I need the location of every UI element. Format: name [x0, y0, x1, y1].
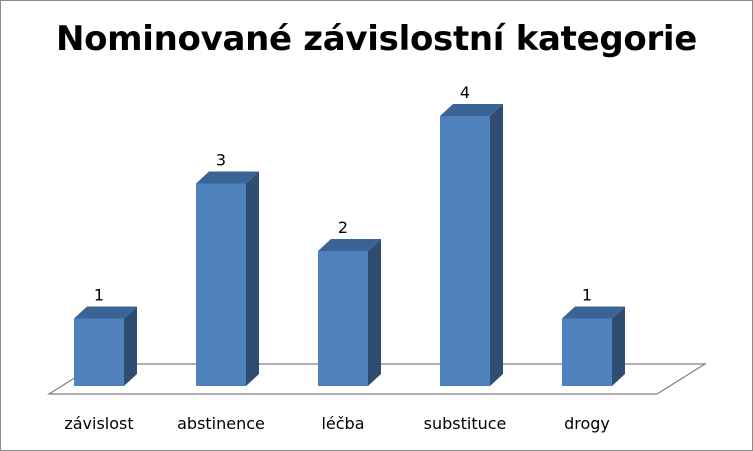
- bar-front: [318, 251, 368, 386]
- bar-top: [318, 239, 381, 251]
- tick-label-substituce: substituce: [424, 414, 507, 433]
- bar-substituce: [440, 104, 503, 386]
- bar-side: [124, 306, 137, 386]
- bar-abstinence: [196, 171, 259, 386]
- data-label-substituce: 4: [460, 83, 470, 102]
- bar-top: [562, 306, 625, 319]
- bar-top: [440, 104, 503, 116]
- bar-side: [612, 306, 625, 386]
- tick-label-abstinence: abstinence: [177, 414, 265, 433]
- tick-label-léčba: léčba: [321, 414, 364, 433]
- bar-side: [490, 104, 503, 386]
- bars-layer: [74, 104, 625, 386]
- bar-front: [440, 116, 490, 386]
- data-label-závislost: 1: [94, 286, 104, 305]
- category-axis: závislost abstinence léčba substituce drogy: [64, 414, 610, 433]
- bar-side: [246, 171, 259, 386]
- data-label-drogy: 1: [582, 286, 592, 305]
- bar-front: [562, 318, 612, 386]
- bar-front: [74, 318, 124, 386]
- data-label-abstinence: 3: [216, 151, 226, 170]
- bar-top: [74, 306, 137, 319]
- data-label-léčba: 2: [338, 218, 348, 237]
- data-labels-layer: 1 3 2 4 1: [94, 83, 592, 305]
- bar-závislost: [74, 306, 137, 386]
- bar-side: [368, 239, 381, 386]
- bar-top: [196, 171, 259, 184]
- bar-drogy: [562, 306, 625, 386]
- tick-label-drogy: drogy: [564, 414, 610, 433]
- bar-léčba: [318, 239, 381, 386]
- chart-title: Nominované závislostní kategorie: [55, 19, 698, 59]
- tick-label-závislost: závislost: [64, 414, 133, 433]
- bar-front: [196, 183, 246, 386]
